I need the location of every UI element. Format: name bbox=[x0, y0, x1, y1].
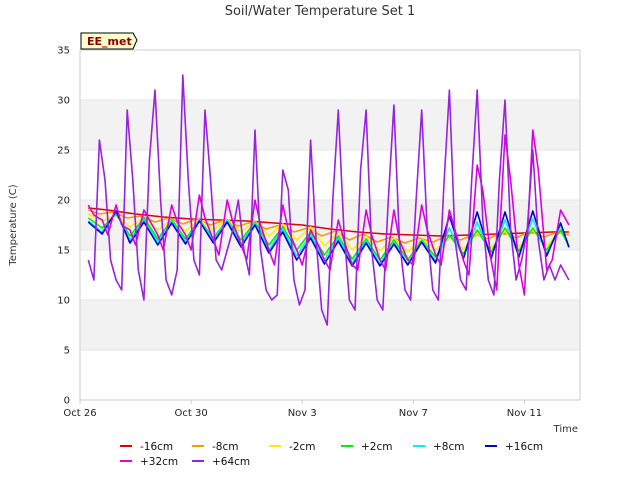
y-tick-label: 20 bbox=[57, 196, 70, 207]
x-tick-label: Oct 26 bbox=[63, 408, 96, 419]
y-tick-label: 30 bbox=[57, 96, 70, 107]
legend-label-plus2cm: +2cm bbox=[361, 441, 392, 453]
legend-label-minus8cm: -8cm bbox=[212, 441, 238, 453]
x-tick-label: Nov 7 bbox=[399, 408, 428, 419]
x-tick-label: Oct 30 bbox=[175, 408, 208, 419]
y-tick-label: 10 bbox=[57, 296, 70, 307]
site-badge-box bbox=[80, 32, 138, 50]
grid-band bbox=[80, 200, 580, 250]
series-line-plus16cm bbox=[87, 210, 570, 267]
x-tick-label: Nov 11 bbox=[507, 408, 542, 419]
y-axis-ticks: 0 5 10 15 20 25 30 35 bbox=[57, 46, 70, 407]
legend-label-plus32cm: +32cm bbox=[140, 456, 178, 468]
y-tick-label: 5 bbox=[64, 346, 70, 357]
grid-band bbox=[80, 300, 580, 350]
series-line-plus32cm bbox=[87, 129, 570, 296]
y-tick-label: 35 bbox=[57, 46, 70, 57]
chart-title: Soil/Water Temperature Set 1 bbox=[225, 4, 416, 19]
legend: -16cm -8cm -2cm +2cm +8cm +16cm +32cm +64cm bbox=[120, 441, 543, 468]
legend-label-plus64cm: +64cm bbox=[212, 456, 250, 468]
legend-label-plus8cm: +8cm bbox=[433, 441, 464, 453]
site-label: EE_met bbox=[87, 35, 132, 48]
x-tick-label: Nov 3 bbox=[288, 408, 317, 419]
grid-band bbox=[80, 100, 580, 150]
plot-area-frame bbox=[79, 49, 581, 401]
legend-label-plus16cm: +16cm bbox=[505, 441, 543, 453]
x-axis-title: Time bbox=[553, 424, 578, 435]
x-axis-ticks: Oct 26 Oct 30 Nov 3 Nov 7 Nov 11 bbox=[63, 400, 542, 419]
series-line-plus64cm bbox=[87, 74, 570, 326]
y-axis-title: Temperature (C) bbox=[8, 184, 19, 266]
y-tick-label: 0 bbox=[64, 396, 70, 407]
series-layer bbox=[87, 74, 570, 326]
y-tick-label: 25 bbox=[57, 146, 70, 157]
y-tick-label: 15 bbox=[57, 246, 70, 257]
site-label-badge: EE_met bbox=[80, 32, 138, 50]
legend-label-minus2cm: -2cm bbox=[289, 441, 315, 453]
series-line-minus8cm bbox=[88, 209, 570, 244]
legend-label-minus16cm: -16cm bbox=[140, 441, 173, 453]
